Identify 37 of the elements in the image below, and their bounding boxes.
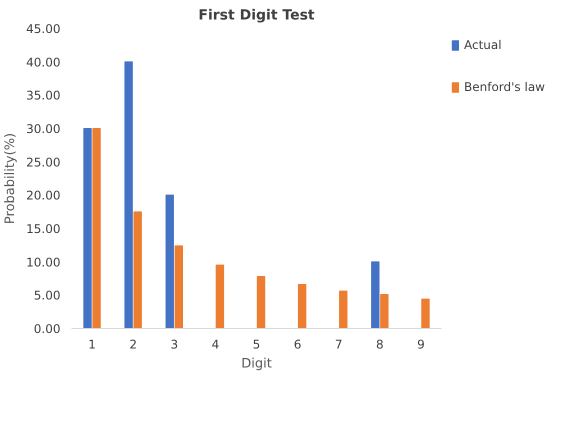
y-tick-label: 35.00 [26, 88, 61, 103]
x-tick-label: 4 [212, 338, 220, 352]
y-tick-label: 5.00 [34, 288, 60, 303]
bar [421, 298, 430, 328]
x-tick-label: 1 [88, 338, 96, 352]
x-tick-label: 8 [376, 338, 384, 352]
y-tick-label: 40.00 [26, 55, 61, 70]
bar [174, 245, 183, 328]
x-tick-label: 9 [417, 338, 425, 352]
y-tick-label: 20.00 [26, 188, 61, 203]
y-tick-label: 30.00 [26, 122, 61, 136]
bar [124, 61, 133, 328]
x-axis-title: Digit [241, 356, 272, 372]
bar [371, 261, 380, 328]
x-tick-label: 7 [334, 338, 343, 352]
x-tick-label: 5 [252, 338, 260, 352]
x-tick-label: 6 [294, 338, 302, 352]
y-tick-label: 25.00 [26, 155, 61, 170]
y-tick-label: 45.00 [26, 22, 61, 36]
y-tick-label: 10.00 [26, 255, 61, 270]
bar [380, 294, 389, 328]
bar [298, 284, 306, 328]
bar [133, 211, 142, 328]
chart-title: First Digit Test [198, 8, 315, 24]
bar [92, 128, 101, 328]
bar [339, 290, 348, 328]
x-tick-label: 3 [170, 338, 178, 352]
y-tick-label: 0.00 [34, 322, 60, 336]
y-axis-title: Probability(%) [3, 132, 18, 224]
bar [256, 276, 266, 328]
legend-label: Actual [464, 38, 502, 52]
x-tick-label: 2 [129, 338, 137, 352]
legend-label: Benford's law [464, 80, 545, 94]
bar [83, 128, 92, 328]
bar [216, 264, 224, 328]
y-tick-label: 15.00 [26, 222, 61, 236]
bar [166, 194, 174, 328]
